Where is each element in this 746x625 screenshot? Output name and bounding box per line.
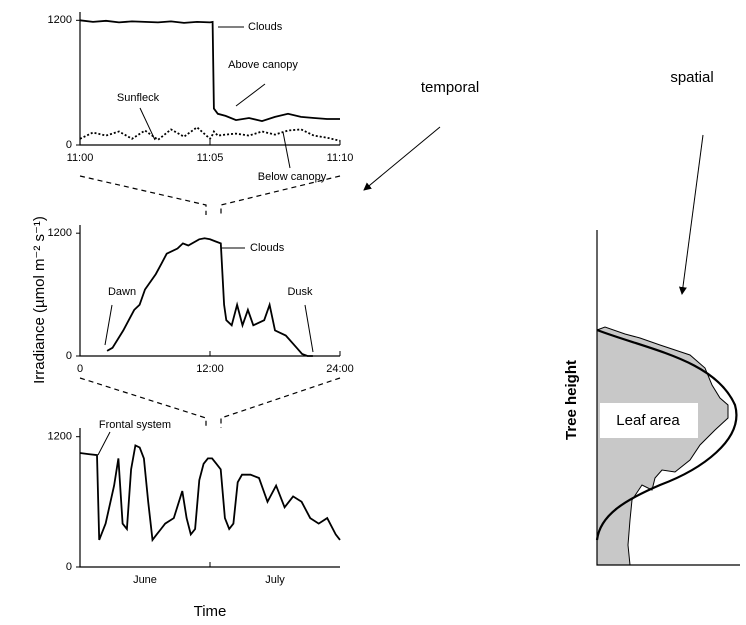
x-category-label: June bbox=[133, 574, 157, 586]
x-tick-label: 12:00 bbox=[196, 363, 224, 375]
leader bbox=[104, 304, 113, 346]
x-tick-label: 24:00 bbox=[326, 363, 354, 375]
series-line bbox=[106, 237, 313, 357]
tree-height-label: Tree height bbox=[563, 360, 580, 440]
x-tick-label: 11:05 bbox=[197, 152, 224, 164]
annotation: Frontal system bbox=[99, 419, 171, 431]
y-axis-label: Irradiance (µmol m⁻² s⁻¹) bbox=[31, 216, 48, 384]
spatial-arrow bbox=[678, 134, 704, 295]
x-category-label: July bbox=[265, 574, 285, 586]
leader bbox=[282, 131, 291, 169]
series-label: Above canopy bbox=[228, 59, 298, 71]
leader bbox=[139, 107, 156, 141]
leader bbox=[97, 431, 111, 456]
annotation: Dusk bbox=[287, 286, 313, 298]
x-axis-label: Time bbox=[194, 603, 227, 620]
series-label: Below canopy bbox=[258, 171, 327, 183]
series-line bbox=[79, 19, 340, 123]
y-tick-label: 1200 bbox=[48, 227, 72, 239]
spatial-label: spatial bbox=[670, 69, 713, 86]
connectors bbox=[79, 175, 341, 428]
y-tick-label: 1200 bbox=[48, 431, 72, 443]
annotation: Clouds bbox=[248, 21, 283, 33]
leaf-area-box bbox=[600, 403, 698, 438]
spatial-diagram: Leaf area Tree height bbox=[563, 230, 740, 566]
y-tick-label: 0 bbox=[66, 350, 72, 362]
temporal-label: temporal bbox=[421, 79, 479, 96]
x-tick-label: 11:00 bbox=[67, 152, 94, 164]
leader bbox=[235, 83, 266, 107]
temporal-arrow bbox=[363, 126, 441, 191]
leader bbox=[304, 304, 314, 353]
annotation: Dawn bbox=[108, 286, 136, 298]
y-tick-label: 0 bbox=[66, 139, 72, 151]
axis bbox=[79, 12, 340, 146]
annotation: Sunfleck bbox=[117, 92, 160, 104]
series-line bbox=[79, 444, 341, 543]
y-tick-label: 1200 bbox=[48, 14, 72, 26]
x-tick-label: 0 bbox=[77, 363, 83, 375]
leaf-area-label: Leaf area bbox=[616, 412, 680, 429]
y-tick-label: 0 bbox=[66, 561, 72, 573]
annotation: Clouds bbox=[250, 242, 285, 254]
x-tick-label: 11:10 bbox=[327, 152, 354, 164]
axis bbox=[79, 428, 340, 568]
series-line bbox=[79, 126, 341, 142]
